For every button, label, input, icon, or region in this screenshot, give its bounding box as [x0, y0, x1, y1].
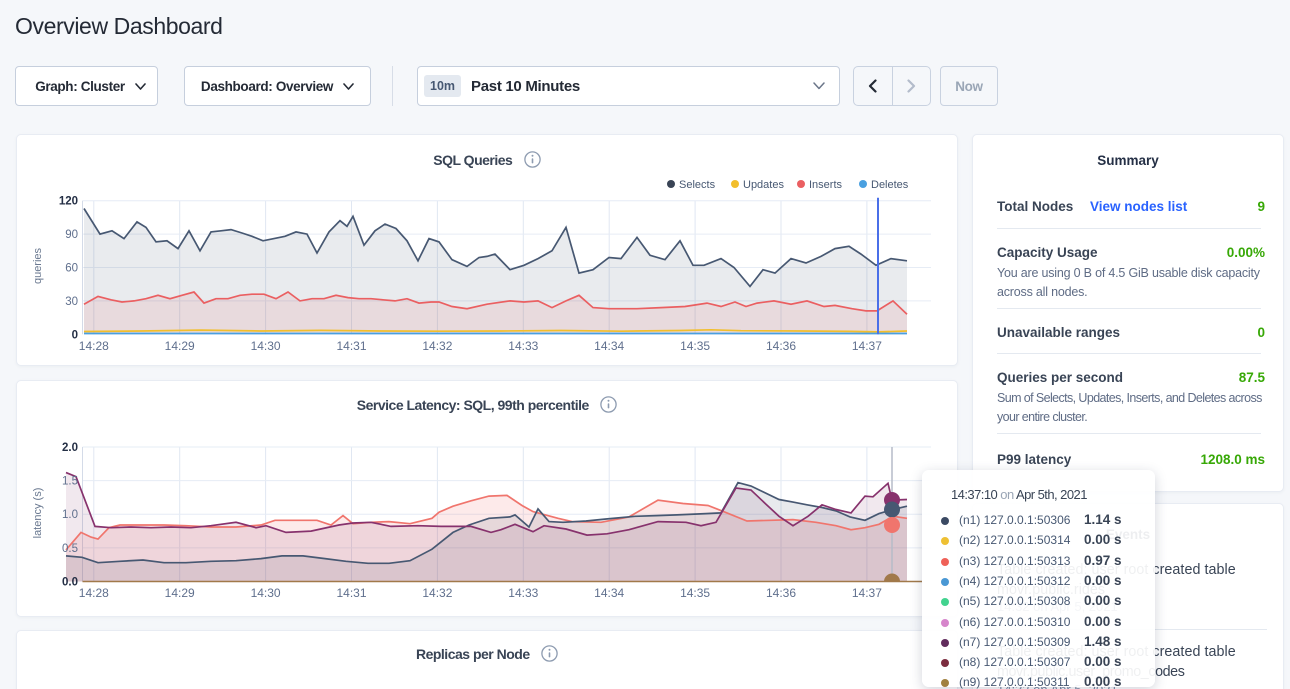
svg-text:14:37: 14:37 [852, 339, 882, 353]
svg-text:14:36: 14:36 [766, 339, 796, 353]
svg-text:90: 90 [65, 229, 78, 241]
svg-text:60: 60 [65, 263, 78, 275]
svg-text:14:28: 14:28 [79, 339, 109, 353]
svg-text:14:35: 14:35 [680, 339, 710, 353]
svg-text:1.5: 1.5 [62, 476, 78, 488]
svg-text:queries: queries [32, 247, 44, 284]
svg-text:14:31: 14:31 [336, 339, 366, 353]
svg-text:14:36: 14:36 [766, 586, 796, 600]
svg-text:0.5: 0.5 [62, 543, 78, 555]
svg-text:14:29: 14:29 [165, 586, 195, 600]
svg-text:14:30: 14:30 [251, 339, 281, 353]
svg-text:14:37: 14:37 [852, 586, 882, 600]
svg-text:14:30: 14:30 [251, 586, 281, 600]
svg-text:14:34: 14:34 [594, 339, 624, 353]
svg-text:30: 30 [65, 296, 78, 308]
svg-text:2.0: 2.0 [62, 442, 78, 454]
svg-text:14:33: 14:33 [508, 339, 538, 353]
svg-text:14:31: 14:31 [336, 586, 366, 600]
svg-text:14:29: 14:29 [165, 339, 195, 353]
svg-text:120: 120 [59, 196, 78, 208]
svg-text:latency (s): latency (s) [32, 488, 44, 539]
svg-text:14:33: 14:33 [508, 586, 538, 600]
svg-text:1.0: 1.0 [62, 509, 78, 521]
svg-text:14:35: 14:35 [680, 586, 710, 600]
svg-text:14:28: 14:28 [79, 586, 109, 600]
svg-text:0: 0 [72, 329, 78, 341]
svg-text:14:34: 14:34 [594, 586, 624, 600]
svg-text:14:32: 14:32 [422, 586, 452, 600]
svg-text:14:32: 14:32 [422, 339, 452, 353]
svg-text:0.0: 0.0 [62, 577, 78, 589]
